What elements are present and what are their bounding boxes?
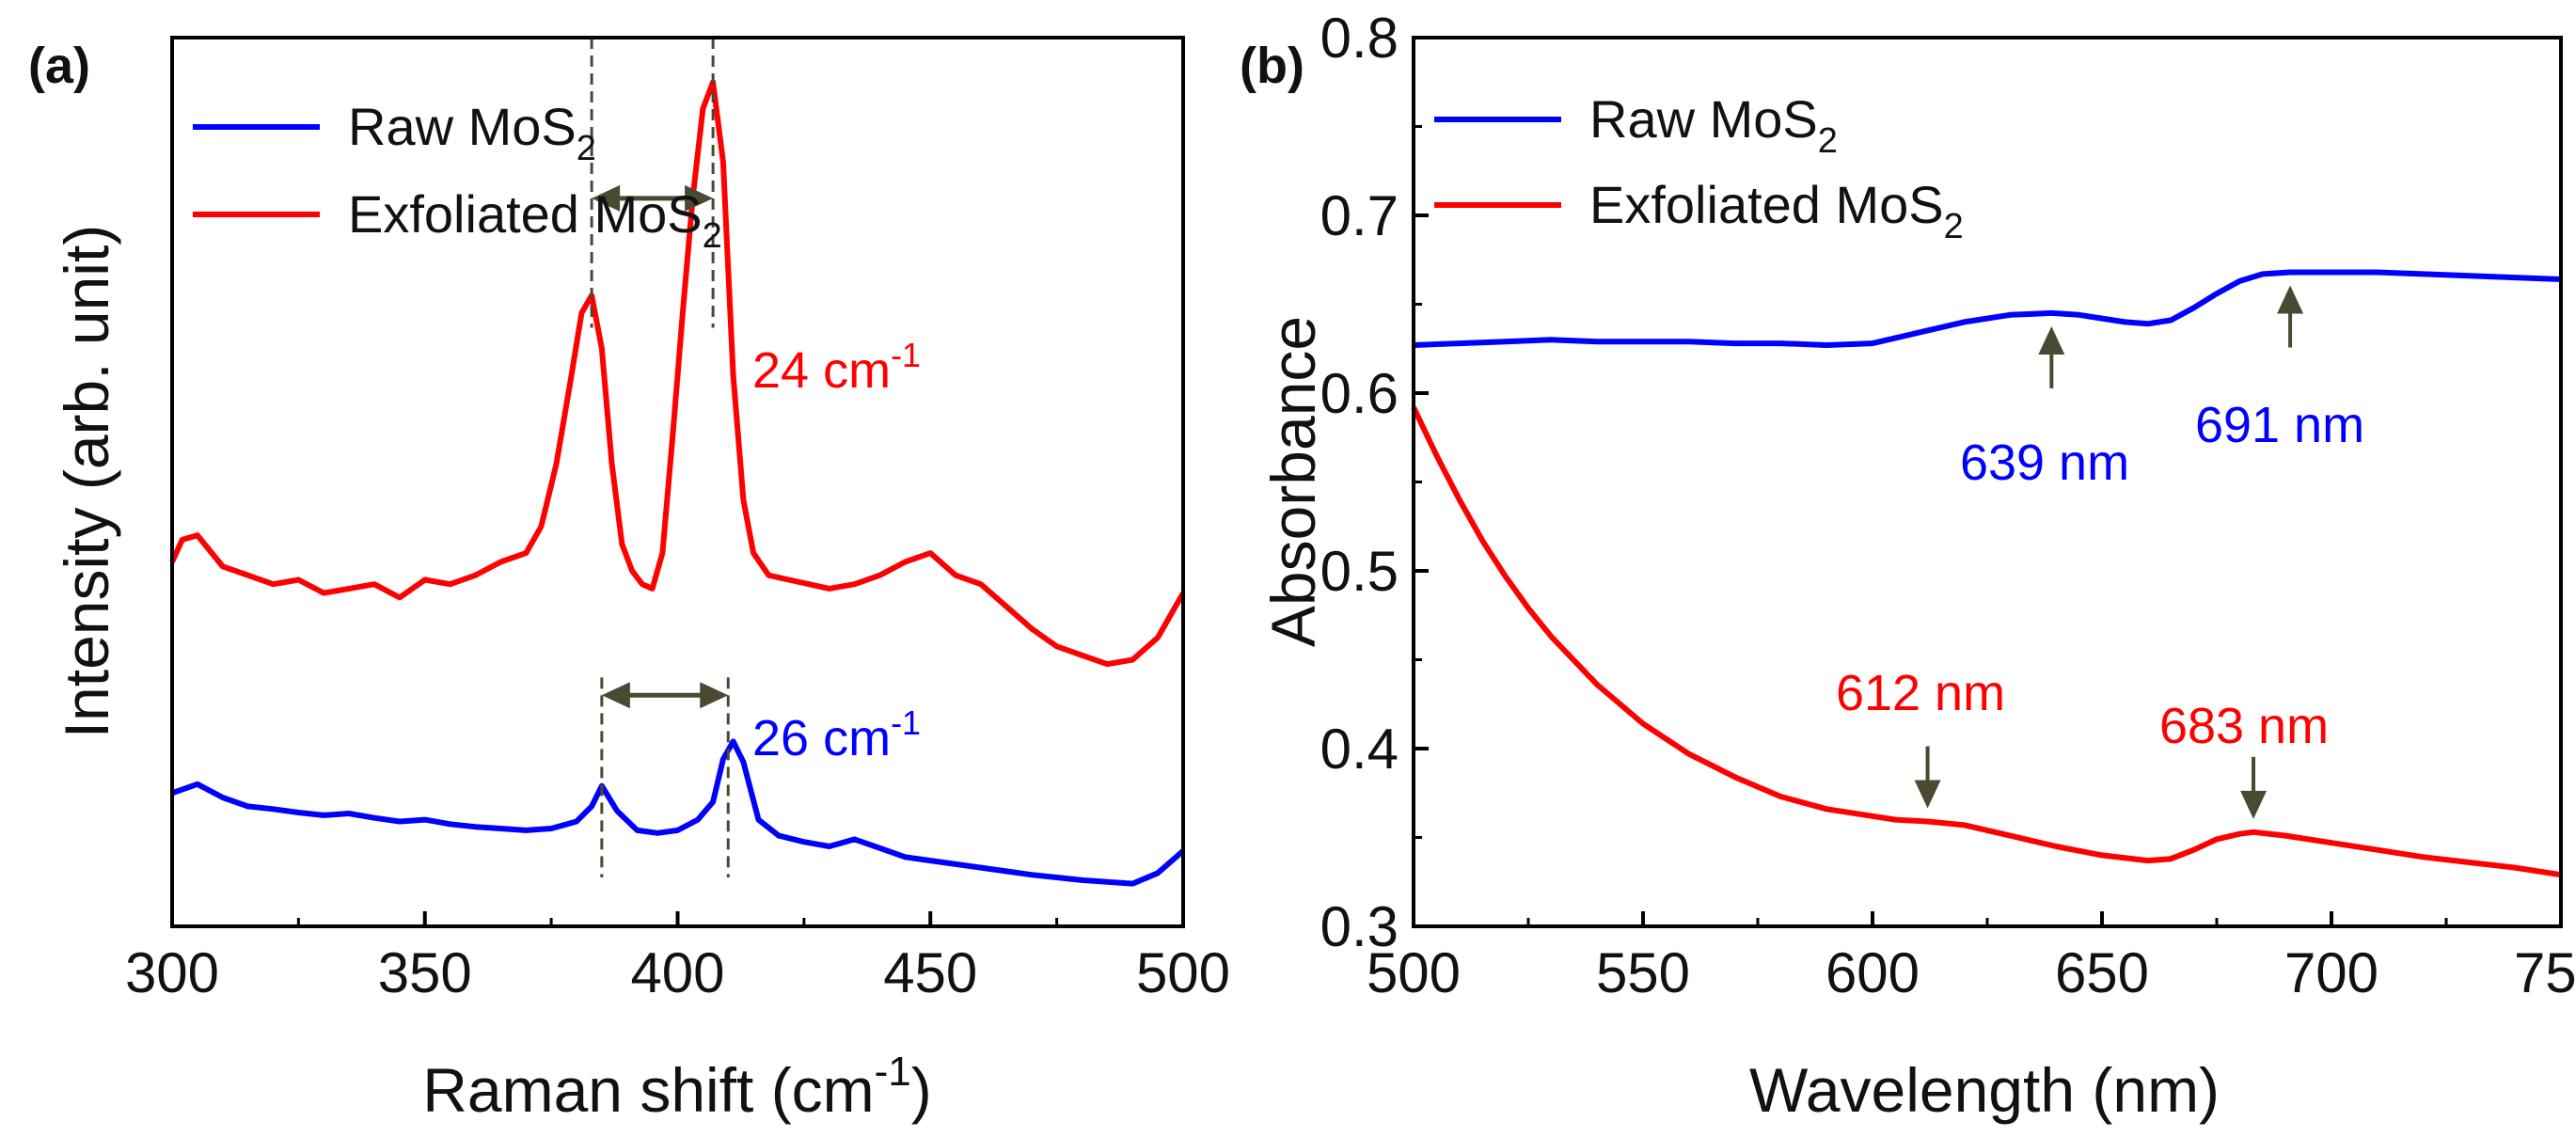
panel-b-label: (b) xyxy=(1240,38,1304,94)
panel-b-legend: Raw MoS2 Exfoliated MoS2 xyxy=(1434,89,1964,246)
legend-raw-label: Raw MoS2 xyxy=(348,97,596,168)
panel-b-arrow-head xyxy=(2038,325,2065,355)
panel-b-y-tick-label: 0.4 xyxy=(1320,718,1399,781)
panel-b-series-raw xyxy=(1413,269,2562,348)
panel-b-x-tick-label: 750 xyxy=(2514,941,2576,1004)
panel-b-series-exfoliated xyxy=(1411,405,2562,878)
panel-b-y-tick-label: 0.3 xyxy=(1320,895,1399,958)
panel-a-x-tick-label: 300 xyxy=(125,941,219,1004)
annotation-26cm: 26 cm-1 xyxy=(752,703,921,766)
annotation-24cm: 24 cm-1 xyxy=(752,336,921,399)
panel-a-peak-markers xyxy=(590,38,730,878)
panel-a-y-axis-label: Intensity (arb. unit) xyxy=(52,225,121,739)
panel-a-x-axis-label: Raman shift (cm-1) xyxy=(422,1049,932,1125)
panel-b-x-axis-label: Wavelength (nm) xyxy=(1749,1055,2220,1125)
panel-b-y-tick-label: 0.8 xyxy=(1320,7,1399,70)
panel-b-y-ticks: 0.3 0.4 0.5 0.6 0.7 0.8 xyxy=(1320,7,1429,958)
panel-a-label: (a) xyxy=(28,38,90,94)
panel-a-legend: Raw MoS2 Exfoliated MoS2 xyxy=(193,97,722,256)
annotation-612nm: 612 nm xyxy=(1836,665,2005,721)
panel-b-y-tick-label: 0.6 xyxy=(1320,362,1399,425)
legend-exfoliated-label: Exfoliated MoS2 xyxy=(1589,175,1964,246)
panel-a-plot-frame xyxy=(170,36,1185,928)
annotation-639nm: 639 nm xyxy=(1960,434,2129,491)
panel-b-y-tick-label: 0.7 xyxy=(1320,184,1399,247)
panel-a-x-tick-label: 350 xyxy=(378,941,472,1004)
panel-b-y-tick-label: 0.5 xyxy=(1320,540,1399,603)
panel-b-arrows xyxy=(1914,285,2304,819)
annotation-683nm: 683 nm xyxy=(2159,698,2329,754)
panel-a-x-tick-label: 500 xyxy=(1136,941,1230,1004)
panel-b-arrow-head xyxy=(2277,285,2304,314)
panel-a-series-layer xyxy=(169,79,1186,887)
panel-b-x-tick-label: 600 xyxy=(1825,941,1920,1004)
panel-b-x-tick-label: 550 xyxy=(1596,941,1690,1004)
panel-a-exfoliated-arrow-head-left xyxy=(592,184,621,212)
panel-b-series-layer xyxy=(1411,269,2562,878)
panel-b-arrow-head xyxy=(1914,780,1941,809)
panel-a-exfoliated-arrow-head-right xyxy=(685,184,714,212)
panel-a: (a) 300 350 400 450 500 Raw MoS2 Exfoliated … xyxy=(28,36,1230,1125)
legend-exfoliated-label: Exfoliated MoS2 xyxy=(348,184,722,256)
panel-a-series-raw xyxy=(171,738,1185,887)
panel-a-series-exfoliated xyxy=(169,79,1186,668)
panel-b-x-tick-label: 650 xyxy=(2055,941,2149,1004)
panel-a-raw-arrow-head-right xyxy=(700,682,729,709)
panel-b-arrow-head xyxy=(2240,790,2268,819)
panel-b-x-ticks: 500 550 600 650 700 750 xyxy=(1367,911,2576,1004)
panel-b-x-tick-label: 700 xyxy=(2284,941,2378,1004)
annotation-691nm: 691 nm xyxy=(2195,397,2364,453)
panel-b-x-tick-label: 500 xyxy=(1367,941,1461,1004)
panel-a-x-tick-label: 450 xyxy=(883,941,977,1004)
legend-raw-label: Raw MoS2 xyxy=(1589,89,1838,161)
panel-a-raw-arrow-head-left xyxy=(601,682,630,709)
panel-a-x-tick-label: 400 xyxy=(630,941,724,1004)
panel-a-x-ticks: 300 350 400 450 500 xyxy=(125,911,1230,1004)
panel-b-y-axis-label: Absorbance xyxy=(1258,316,1328,647)
